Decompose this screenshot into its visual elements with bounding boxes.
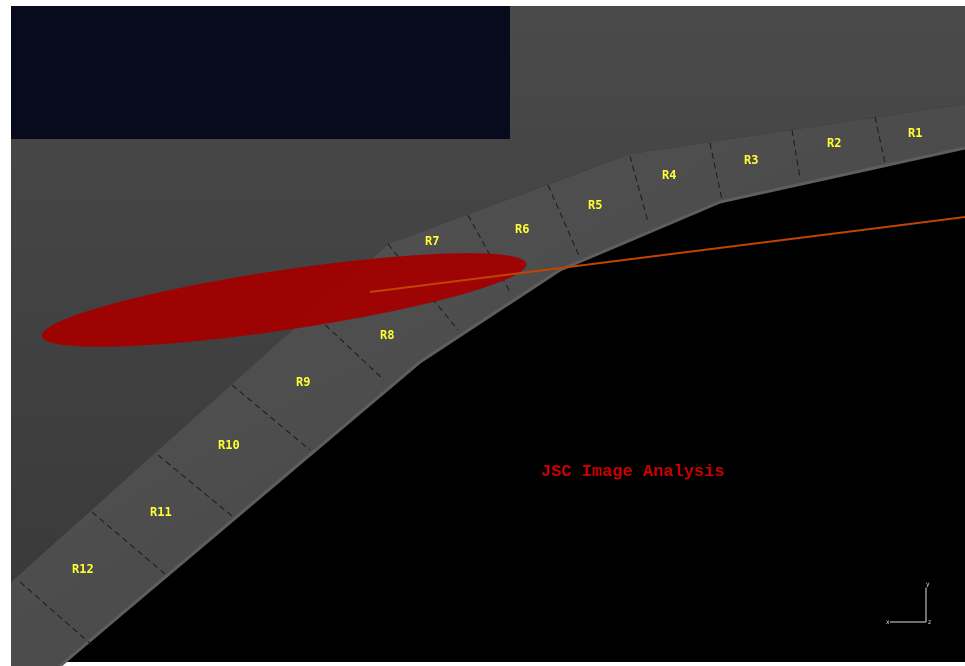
axis-z-label: z [928, 619, 931, 626]
wing-leading-edge-strip [11, 104, 965, 666]
boundary-r5-r6 [547, 184, 581, 259]
segment-label-r1: R1 [908, 126, 922, 140]
boundary-r4-r5 [629, 155, 649, 223]
boundary-r12-end [19, 581, 93, 646]
segment-label-r9: R9 [296, 375, 310, 389]
trajectory-line [369, 216, 965, 293]
boundary-r8-r9 [317, 317, 385, 381]
axis-y-label: y [926, 581, 930, 588]
boundary-r10-r11 [157, 454, 233, 517]
strip-lower-edge [59, 146, 965, 666]
inset-panel [11, 6, 510, 139]
axis-x-label: x [886, 619, 890, 626]
segment-label-r5: R5 [588, 198, 602, 212]
boundary-r1-r2 [874, 116, 886, 164]
segment-label-r11: R11 [150, 505, 172, 519]
analysis-title: JSC Image Analysis [541, 463, 725, 482]
boundary-r9-r10 [231, 384, 311, 451]
segment-label-r7: R7 [425, 234, 439, 248]
segment-label-r4: R4 [662, 168, 676, 182]
segment-label-r3: R3 [744, 153, 758, 167]
debris-footprint-ellipse [41, 253, 527, 347]
segment-label-r2: R2 [827, 136, 841, 150]
segment-label-r6: R6 [515, 222, 529, 236]
segment-label-r12: R12 [72, 562, 94, 576]
segment-label-r8: R8 [380, 328, 394, 342]
boundary-r11-r12 [91, 511, 166, 575]
axis-triad-icon [890, 588, 927, 623]
segment-label-r10: R10 [218, 438, 240, 452]
boundary-r2-r3 [791, 129, 801, 179]
upper-surface-region [11, 6, 965, 582]
